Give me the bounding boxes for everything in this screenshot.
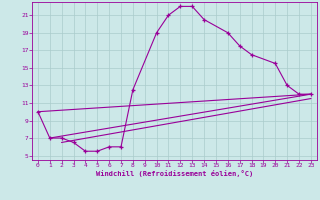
X-axis label: Windchill (Refroidissement éolien,°C): Windchill (Refroidissement éolien,°C)	[96, 170, 253, 177]
